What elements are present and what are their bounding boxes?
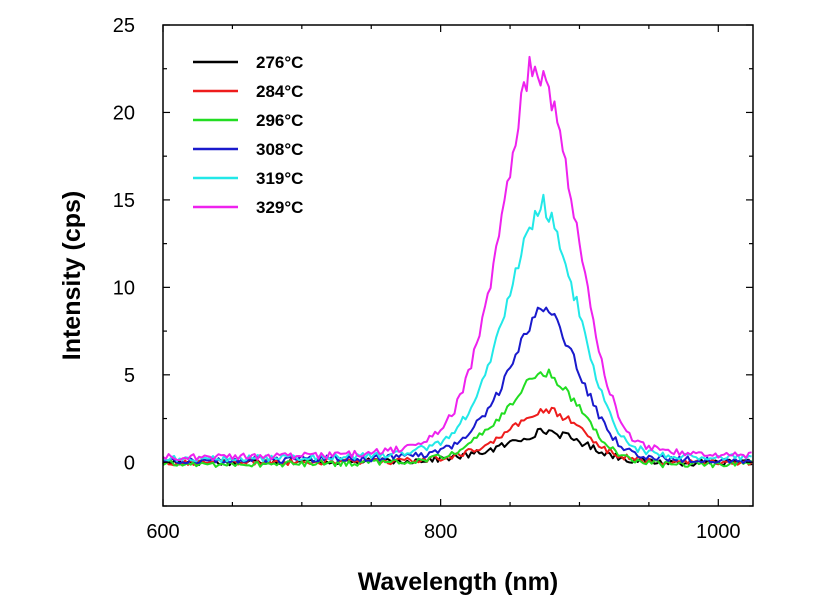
y-tick-label: 20 bbox=[113, 102, 135, 124]
legend: 276°C 284°C 296°C 308°C 319°C 329°C bbox=[193, 53, 303, 217]
y-tick-label: 5 bbox=[124, 365, 135, 387]
y-axis-title: Intensity (cps) bbox=[58, 191, 86, 360]
series-layer bbox=[162, 55, 753, 469]
legend-label: 329°C bbox=[256, 198, 303, 217]
legend-label: 284°C bbox=[256, 82, 303, 101]
series-line-3 bbox=[162, 306, 753, 465]
legend-label: 296°C bbox=[256, 111, 303, 130]
x-tick-label: 800 bbox=[424, 521, 457, 543]
legend-label: 319°C bbox=[256, 169, 303, 188]
axes-layer: 0 5 10 15 20 25 600 800 1000 bbox=[113, 15, 754, 543]
y-tick-label: 0 bbox=[124, 452, 135, 474]
plot-frame bbox=[162, 24, 754, 507]
x-axis-title: Wavelength (nm) bbox=[358, 568, 558, 596]
legend-label: 308°C bbox=[256, 140, 303, 159]
x-tick-label: 600 bbox=[146, 521, 179, 543]
x-tick-label: 1000 bbox=[696, 521, 741, 543]
y-tick-label: 25 bbox=[113, 15, 135, 37]
legend-label: 276°C bbox=[256, 53, 303, 72]
series-line-5 bbox=[162, 55, 752, 462]
series-line-4 bbox=[162, 193, 752, 463]
y-tick-label: 15 bbox=[113, 190, 135, 212]
series-line-2 bbox=[162, 368, 753, 469]
y-tick-label: 10 bbox=[113, 277, 135, 299]
